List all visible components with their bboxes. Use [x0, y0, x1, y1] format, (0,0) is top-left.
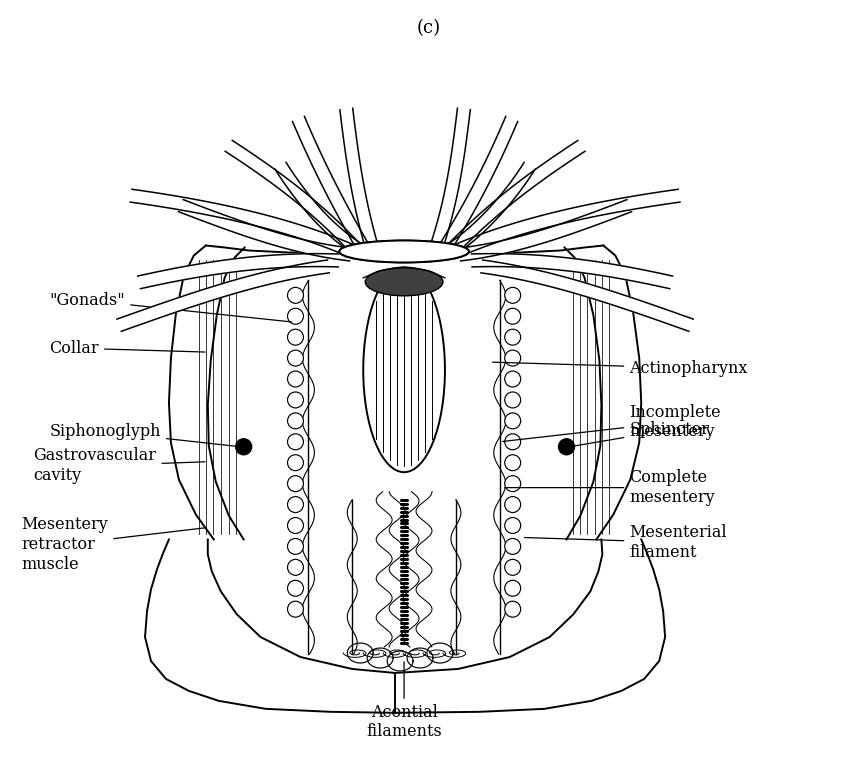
Circle shape [287, 476, 304, 491]
Circle shape [287, 497, 304, 513]
Polygon shape [225, 140, 363, 256]
Circle shape [287, 330, 304, 345]
Circle shape [505, 434, 521, 450]
Circle shape [505, 392, 521, 408]
Circle shape [287, 434, 304, 450]
Circle shape [287, 581, 304, 596]
Polygon shape [137, 253, 339, 289]
Circle shape [287, 287, 304, 303]
Circle shape [287, 413, 304, 429]
Circle shape [505, 559, 521, 575]
Polygon shape [445, 140, 585, 256]
Text: "Gonads": "Gonads" [50, 292, 292, 322]
Circle shape [505, 476, 521, 491]
Polygon shape [275, 162, 364, 256]
Polygon shape [340, 109, 378, 250]
Circle shape [287, 308, 304, 324]
Text: (c): (c) [417, 19, 441, 37]
Circle shape [505, 497, 521, 513]
Polygon shape [117, 260, 329, 331]
Text: Complete
mesentery: Complete mesentery [505, 470, 715, 506]
Polygon shape [430, 109, 470, 250]
Ellipse shape [339, 240, 468, 263]
Circle shape [287, 371, 304, 387]
Text: Mesentery
retractor
muscle: Mesentery retractor muscle [21, 517, 205, 573]
Circle shape [505, 371, 521, 387]
Polygon shape [459, 199, 631, 261]
Text: Acontial
filaments: Acontial filaments [366, 661, 442, 741]
Circle shape [505, 287, 521, 303]
Text: Mesenterial
filament: Mesenterial filament [524, 524, 727, 561]
Text: Siphonoglyph: Siphonoglyph [50, 424, 238, 447]
Text: Sphincter: Sphincter [572, 421, 710, 447]
Text: Actinopharynx: Actinopharynx [492, 360, 747, 377]
Text: Gastrovascular
cavity: Gastrovascular cavity [33, 447, 205, 484]
Circle shape [505, 413, 521, 429]
Polygon shape [446, 162, 535, 256]
Ellipse shape [339, 240, 468, 263]
Circle shape [505, 455, 521, 470]
Circle shape [505, 330, 521, 345]
Polygon shape [472, 253, 673, 289]
Polygon shape [130, 189, 358, 259]
Circle shape [287, 538, 304, 554]
Circle shape [505, 601, 521, 618]
Circle shape [505, 517, 521, 534]
Circle shape [287, 601, 304, 618]
Ellipse shape [363, 268, 445, 472]
Circle shape [505, 538, 521, 554]
Circle shape [287, 392, 304, 408]
Circle shape [505, 581, 521, 596]
Polygon shape [450, 189, 680, 259]
Circle shape [287, 559, 304, 575]
Circle shape [236, 439, 251, 455]
Text: Incomplete
mesentery: Incomplete mesentery [503, 403, 721, 441]
Polygon shape [293, 116, 370, 253]
Text: Collar: Collar [50, 340, 205, 357]
Polygon shape [178, 199, 351, 261]
Ellipse shape [366, 268, 443, 296]
Circle shape [505, 350, 521, 366]
Circle shape [559, 439, 575, 455]
Circle shape [287, 455, 304, 470]
Polygon shape [481, 260, 693, 331]
Circle shape [287, 350, 304, 366]
Circle shape [505, 308, 521, 324]
Polygon shape [438, 116, 517, 253]
Circle shape [287, 517, 304, 534]
